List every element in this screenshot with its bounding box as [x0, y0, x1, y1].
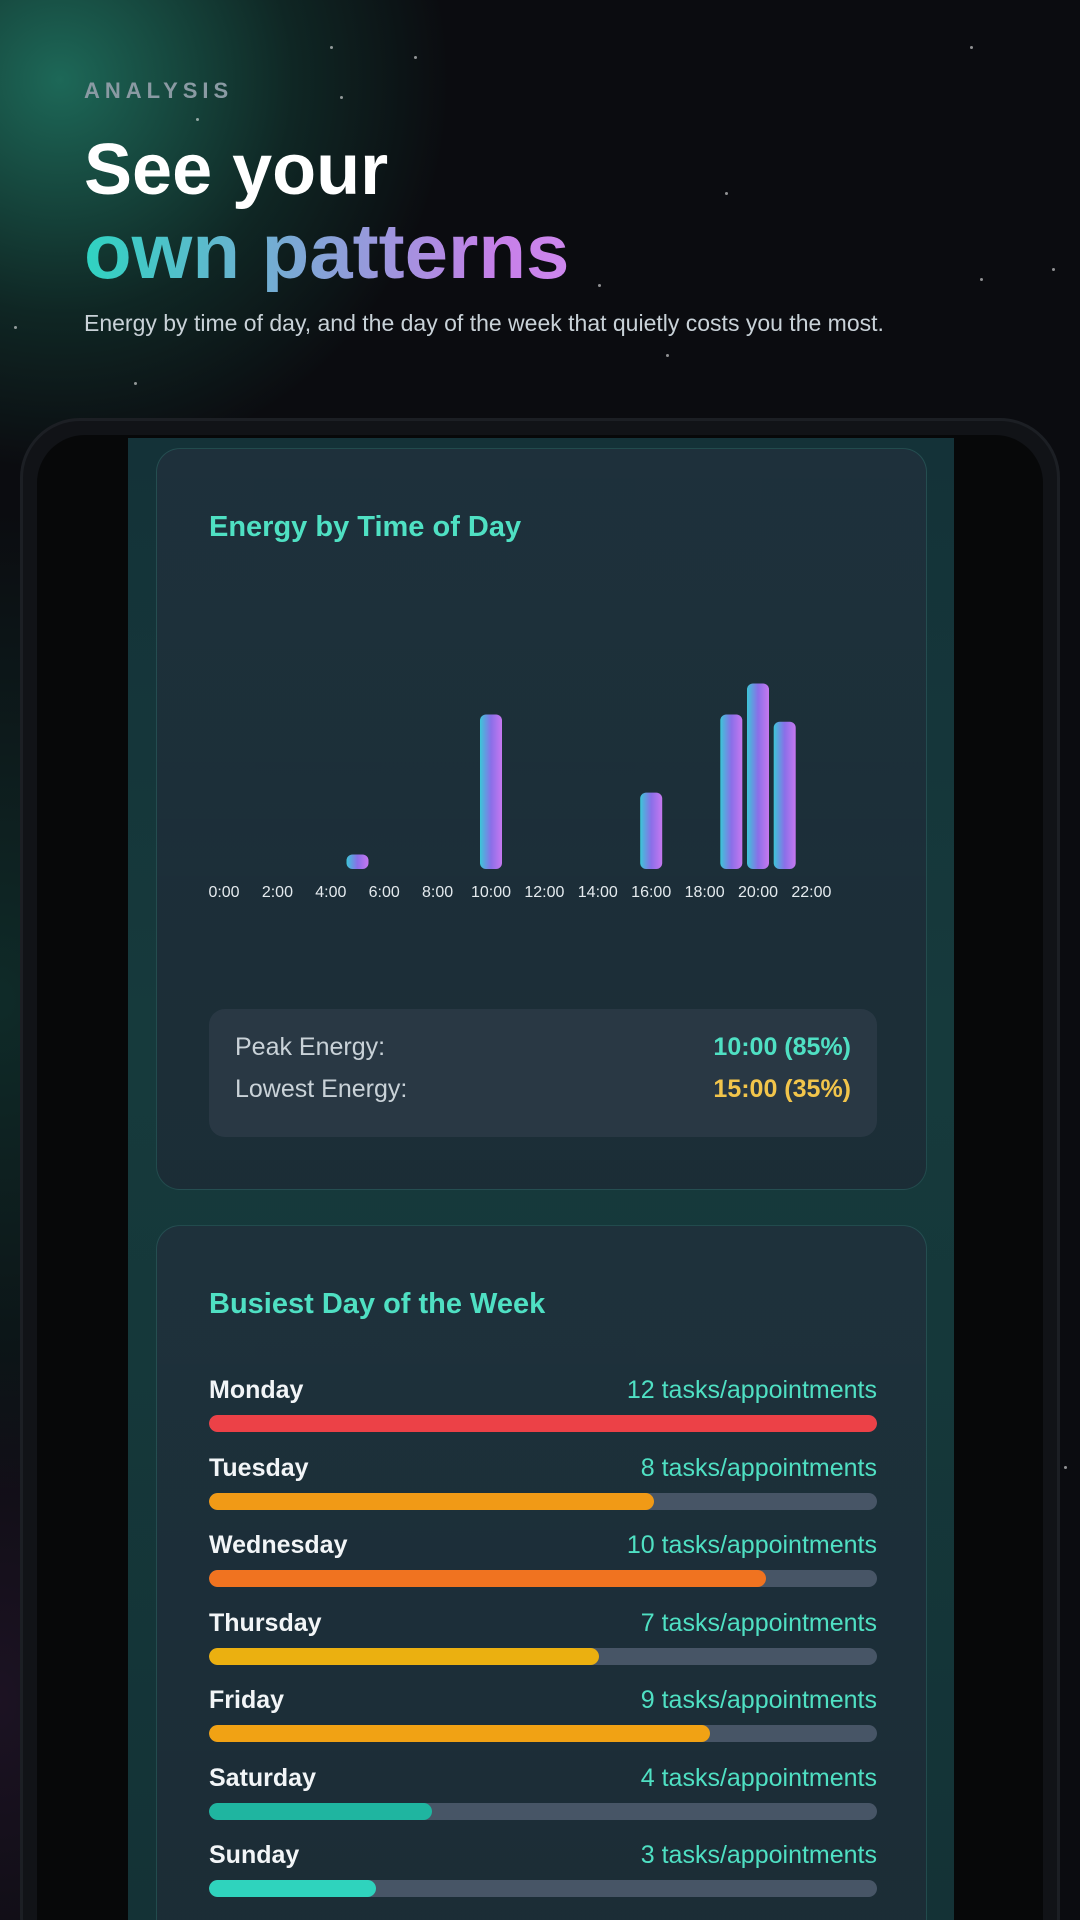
energy-bar-16 — [640, 792, 663, 869]
energy-tick-label: 18:00 — [685, 884, 725, 899]
star — [666, 354, 669, 357]
day-row-tuesday: Tuesday 8 tasks/appointments — [209, 1454, 877, 1516]
day-task-count: 8 tasks/appointments — [640, 1453, 877, 1482]
star — [134, 382, 137, 385]
peak-energy-row: Peak Energy: 10:00 (85%) — [235, 1033, 851, 1069]
day-row-sunday: Sunday 3 tasks/appointments — [209, 1841, 877, 1903]
day-task-count: 9 tasks/appointments — [640, 1686, 877, 1714]
star — [414, 56, 417, 59]
day-progress-track — [209, 1880, 877, 1897]
energy-tick-label: 22:00 — [791, 884, 831, 899]
star — [330, 46, 333, 49]
day-task-count: 10 tasks/appointments — [626, 1531, 877, 1559]
energy-card: Energy by Time of Day 0:00 2:00 4:00 6:00 8:… — [156, 448, 927, 1190]
star — [196, 118, 199, 121]
day-progress-fill — [209, 1802, 432, 1820]
star — [598, 284, 601, 287]
lowest-energy-label: Lowest Energy: — [235, 1075, 408, 1103]
day-progress-track — [209, 1570, 877, 1587]
energy-tick-label: 8:00 — [422, 884, 453, 899]
day-task-count: 4 tasks/appointments — [640, 1763, 877, 1792]
day-name: Sunday — [209, 1841, 300, 1869]
energy-tick-label: 0:00 — [209, 884, 240, 899]
energy-tick-label: 4:00 — [315, 884, 346, 899]
day-name: Thursday — [209, 1608, 322, 1637]
star — [970, 46, 973, 49]
star — [1064, 1466, 1067, 1469]
day-name: Monday — [209, 1376, 304, 1404]
star — [980, 278, 983, 281]
busiest-day-card: Busiest Day of the Week Monday 12 tasks/a… — [156, 1225, 927, 1920]
day-task-count: 12 tasks/appointments — [626, 1376, 877, 1404]
lowest-energy-value: 15:00 (35%) — [713, 1075, 851, 1103]
hero-subtitle: Energy by time of day, and the day of th… — [84, 310, 884, 336]
day-progress-track — [209, 1725, 877, 1742]
peak-energy-value: 10:00 (85%) — [713, 1033, 851, 1061]
day-name: Saturday — [209, 1763, 316, 1792]
energy-bar-5 — [346, 854, 369, 869]
day-progress-fill — [209, 1492, 655, 1510]
day-progress-fill — [209, 1647, 599, 1665]
day-progress-track — [209, 1802, 877, 1820]
day-row-monday: Monday 12 tasks/appointments — [209, 1376, 877, 1438]
day-row-friday: Friday 9 tasks/appointments — [209, 1686, 877, 1748]
energy-chart: 0:00 2:00 4:00 6:00 8:00 10:00 12:00 14:00 16:00… — [209, 659, 869, 899]
day-progress-track — [209, 1492, 877, 1510]
energy-tick-label: 2:00 — [262, 884, 293, 899]
day-name: Wednesday — [209, 1531, 348, 1559]
hero: ANALYSIS See your own patterns Energy by… — [84, 78, 1004, 337]
eyebrow: ANALYSIS — [84, 78, 234, 103]
star — [1052, 268, 1055, 271]
energy-tick-label: 10:00 — [471, 884, 511, 899]
energy-bar-20 — [747, 683, 769, 869]
energy-tick-label: 12:00 — [524, 884, 564, 899]
hero-title-highlight: own patterns — [84, 210, 1004, 292]
day-row-saturday: Saturday 4 tasks/appointments — [209, 1764, 877, 1826]
energy-bar-21 — [773, 721, 796, 869]
energy-tick-label: 14:00 — [578, 884, 618, 899]
peak-energy-label: Peak Energy: — [235, 1033, 386, 1061]
energy-bar-10 — [480, 714, 502, 869]
busiest-day-title: Busiest Day of the Week — [209, 1288, 546, 1320]
day-progress-track — [209, 1415, 877, 1432]
day-progress-fill — [209, 1880, 376, 1897]
energy-tick-label: 20:00 — [738, 884, 778, 899]
day-progress-fill — [209, 1725, 710, 1742]
energy-bar-19 — [720, 714, 743, 869]
energy-chart-svg: 0:00 2:00 4:00 6:00 8:00 10:00 12:00 14:00 16:00… — [209, 683, 832, 899]
day-name: Friday — [209, 1686, 285, 1714]
lowest-energy-row: Lowest Energy: 15:00 (35%) — [235, 1075, 851, 1111]
day-progress-fill — [209, 1415, 877, 1432]
star — [14, 326, 17, 329]
day-row-thursday: Thursday 7 tasks/appointments — [209, 1609, 877, 1671]
day-progress-fill — [209, 1570, 766, 1587]
day-name: Tuesday — [209, 1453, 309, 1482]
star — [725, 192, 728, 195]
day-progress-track — [209, 1647, 877, 1665]
day-task-count: 7 tasks/appointments — [640, 1608, 877, 1637]
star — [340, 96, 343, 99]
day-task-count: 3 tasks/appointments — [640, 1841, 877, 1869]
energy-tick-label: 6:00 — [369, 884, 400, 899]
hero-title: See your — [84, 130, 389, 210]
energy-card-title: Energy by Time of Day — [209, 511, 522, 543]
energy-tick-label: 16:00 — [631, 884, 671, 899]
energy-summary: Peak Energy: 10:00 (85%) Lowest Energy: … — [209, 1009, 877, 1137]
day-row-wednesday: Wednesday 10 tasks/appointments — [209, 1531, 877, 1593]
